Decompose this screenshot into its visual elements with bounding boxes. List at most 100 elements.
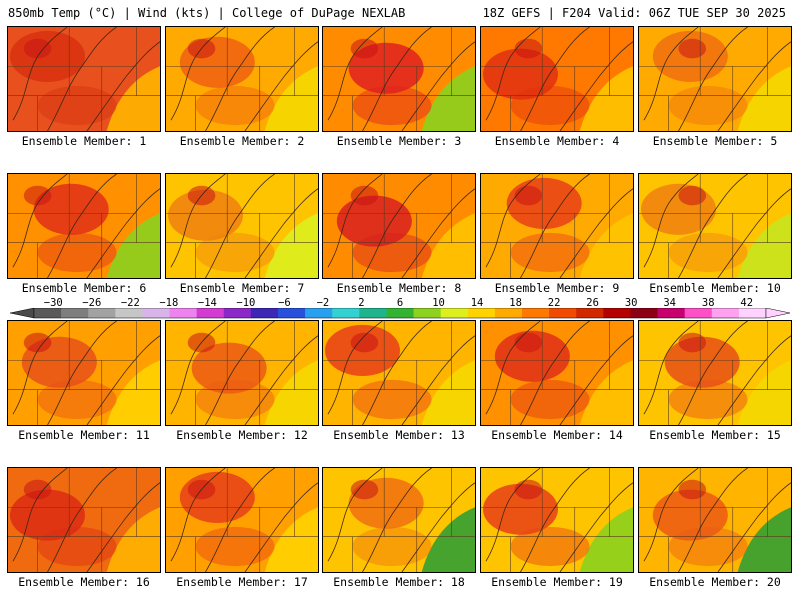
temperature-map — [639, 174, 791, 278]
cool-air-region — [737, 213, 791, 278]
colorbar-segment — [576, 308, 604, 318]
ensemble-map-panel — [322, 26, 476, 132]
isotherm-contours — [170, 27, 318, 131]
warm-air-region — [336, 195, 412, 247]
state-borders — [323, 321, 475, 425]
isotherm-contours — [327, 174, 475, 278]
ensemble-map-panel — [638, 320, 792, 426]
isotherm-contours — [643, 321, 791, 425]
ensemble-member-label: Ensemble Member: 7 — [179, 281, 305, 295]
colorbar-segment — [440, 308, 469, 318]
colorbar-segment — [278, 308, 306, 318]
colorbar-segment — [34, 308, 62, 318]
hot-spot-region — [350, 185, 379, 206]
temperature-map — [481, 27, 633, 131]
temperature-map — [481, 468, 633, 572]
state-borders — [323, 27, 475, 131]
cool-air-region — [264, 66, 318, 131]
ensemble-map-panel — [480, 26, 634, 132]
warm-air-region — [179, 471, 255, 523]
isotherm-contours — [170, 174, 318, 278]
ensemble-map-panel — [165, 467, 319, 573]
colorbar-segment — [61, 308, 89, 318]
state-borders — [8, 468, 160, 572]
ensemble-member-label: Ensemble Member: 10 — [649, 281, 781, 295]
ensemble-member-label: Ensemble Member: 1 — [21, 134, 147, 148]
state-borders — [481, 174, 633, 278]
temperature-map — [639, 321, 791, 425]
ensemble-member-label: Ensemble Member: 9 — [494, 281, 620, 295]
cool-air-region — [421, 213, 475, 278]
state-borders — [166, 174, 318, 278]
colorbar-tick-label: 6 — [396, 297, 404, 309]
ensemble-map-panel — [638, 26, 792, 132]
colorbar-max-arrow — [765, 308, 790, 319]
isotherm-contours — [327, 27, 475, 131]
cool-air-region — [106, 360, 160, 425]
colorbar-segment — [332, 308, 360, 318]
temperature-map — [166, 468, 318, 572]
temperature-map — [481, 174, 633, 278]
isotherm-contours — [485, 468, 633, 572]
colorbar-tick-label: −30 — [43, 297, 63, 309]
state-borders — [8, 27, 160, 131]
ensemble-member-label: Ensemble Member: 14 — [491, 428, 623, 442]
colorbar-segment — [494, 308, 523, 318]
cool-air-region — [579, 66, 633, 131]
colorbar-tick-label: 10 — [432, 297, 445, 309]
colorbar-tick-label: −6 — [278, 297, 291, 309]
colorbar-segment — [467, 308, 496, 318]
ensemble-map-panel — [638, 467, 792, 573]
colorbar-tick-label: −18 — [159, 297, 179, 309]
ensemble-map-panel — [638, 173, 792, 279]
temperature-map — [639, 468, 791, 572]
isotherm-contours — [485, 174, 633, 278]
colorbar-segment — [413, 308, 442, 318]
cool-air-region — [579, 213, 633, 278]
hot-spot-region — [514, 479, 543, 500]
ensemble-member-label: Ensemble Member: 12 — [176, 428, 308, 442]
isotherm-contours — [643, 174, 791, 278]
chart-title: 850mb Temp (°C) | Wind (kts) | College o… — [8, 6, 406, 20]
ensemble-member-label: Ensemble Member: 19 — [491, 575, 623, 589]
cool-air-region — [737, 66, 791, 131]
hot-spot-region — [678, 38, 707, 59]
temperature-map — [323, 468, 475, 572]
warm-air-region — [482, 48, 558, 100]
warm-air-region — [9, 30, 85, 82]
hot-spot-region — [678, 479, 707, 500]
ensemble-member-label: Ensemble Member: 8 — [336, 281, 462, 295]
ensemble-member-label: Ensemble Member: 4 — [494, 134, 620, 148]
ensemble-map-panel — [7, 26, 161, 132]
warm-air-region — [9, 489, 85, 541]
state-borders — [166, 321, 318, 425]
isotherm-contours — [12, 174, 160, 278]
hot-spot-region — [350, 479, 379, 500]
isotherm-contours — [12, 468, 160, 572]
colorbar-segment — [169, 308, 198, 318]
warm-air-region — [482, 483, 558, 535]
hot-spot-region — [678, 332, 707, 353]
ensemble-map-panel — [480, 173, 634, 279]
colorbar-tick-label: 38 — [701, 297, 715, 309]
colorbar-tick-label: −2 — [316, 297, 330, 309]
temperature-map — [481, 321, 633, 425]
warm-air-region — [494, 330, 570, 382]
colorbar-tick-label: 34 — [663, 297, 676, 309]
hot-spot-region — [23, 185, 52, 206]
isotherm-contours — [12, 321, 160, 425]
cool-air-region — [264, 507, 318, 572]
colorbar-tick-label: −10 — [236, 297, 256, 309]
ensemble-member-label: Ensemble Member: 6 — [21, 281, 147, 295]
colorbar-segment — [549, 308, 577, 318]
colorbar-segment — [305, 308, 333, 318]
ensemble-member-label: Ensemble Member: 17 — [176, 575, 308, 589]
hot-spot-region — [23, 479, 52, 500]
temperature-colorbar: −30 −26 −22 −18 −14 −10 −6 −2 2 6 10 14 18 22 26 30 34 38… — [10, 297, 790, 321]
state-borders — [166, 27, 318, 131]
ensemble-member-label: Ensemble Member: 16 — [18, 575, 150, 589]
state-borders — [8, 321, 160, 425]
colorbar-tick-label: 22 — [547, 297, 561, 309]
ensemble-map-panel — [7, 467, 161, 573]
ensemble-map-panel — [322, 320, 476, 426]
